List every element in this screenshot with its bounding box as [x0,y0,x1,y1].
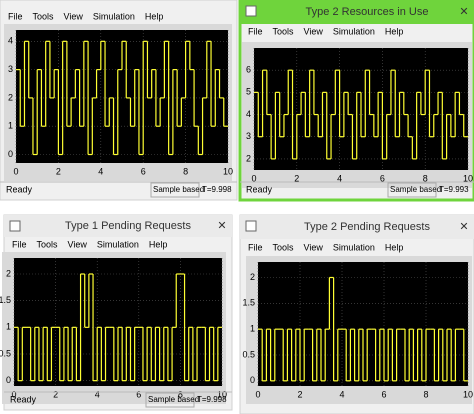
x-tick-label: 6 [380,173,385,183]
y-tick-label: 3 [8,64,13,74]
y-tick-label: 4 [8,36,13,46]
y-tick-label: 0 [6,375,11,385]
window-title: Type 2 Pending Requests [304,221,430,233]
scope-window: ✕ Type 2 Resources in Use File Tools View Sim… [238,0,474,202]
y-tick-label: 0.5 [242,349,255,359]
close-button[interactable]: ✕ [459,6,468,18]
x-tick-label: 4 [98,166,103,176]
scope-window: File Tools View Simulation Help 0 1 2 3 4 0 2 4 6 8 10 R… [0,0,238,201]
menu-item[interactable]: View [64,11,84,21]
y-tick-label: 3 [246,131,251,141]
status-mode: Sample based [148,395,199,404]
status-mode: Sample based [390,185,441,194]
x-tick-label: 4 [95,389,100,399]
signal [16,40,228,156]
y-tick-label: 5 [246,87,251,97]
y-tick-label: 2 [6,268,11,278]
menu-item[interactable]: Simulation [97,239,139,249]
window-title: Type 2 Resources in Use [306,6,429,18]
window-icon [245,5,257,17]
x-tick-label: 2 [297,389,302,399]
y-tick-label: 1 [8,121,13,131]
menu-item[interactable]: Tools [37,239,59,249]
menu-item[interactable]: File [12,239,27,249]
y-tick-label: 1.5 [242,298,255,308]
x-tick-label: 6 [136,389,141,399]
close-button[interactable]: ✕ [217,220,226,232]
x-tick-label: 10 [463,173,473,183]
title-bar [240,0,474,24]
y-tick-label: 0 [250,375,255,385]
y-tick-label: 6 [246,65,251,75]
y-tick-label: 2 [246,153,251,163]
status-time: T=9.993 [439,185,469,194]
x-tick-label: 0 [13,166,18,176]
x-tick-label: 8 [183,166,188,176]
y-tick-label: 2 [250,272,255,282]
y-tick-label: 0.5 [0,348,11,358]
x-tick-label: 6 [381,389,386,399]
x-tick-label: 2 [56,166,61,176]
x-tick-label: 0 [251,173,256,183]
scope-window: ✕ Type 1 Pending Requests File Tools View Sim… [0,214,233,411]
x-tick-label: 0 [11,389,16,399]
x-tick-label: 6 [141,166,146,176]
y-tick-label: 0 [8,149,13,159]
status-box [145,392,195,408]
status-box [387,182,437,198]
x-tick-label: 4 [339,389,344,399]
menu-item[interactable]: View [304,242,324,252]
y-tick-label: 1 [6,322,11,332]
menu-item[interactable]: File [248,242,263,252]
window-title: Type 1 Pending Requests [65,220,191,232]
x-tick-label: 4 [337,173,342,183]
x-tick-label: 10 [463,389,473,399]
x-tick-label: 0 [255,389,260,399]
y-tick-label: 4 [246,109,251,119]
menu-item[interactable]: Tools [273,242,295,252]
signal [258,276,468,382]
status-time: T=9.998 [202,185,232,194]
status-ready: Ready [6,184,33,194]
status-ready: Ready [10,394,37,404]
status-box [150,182,200,198]
menu-item[interactable]: Tools [33,11,55,21]
status-time: T=9.998 [197,395,227,404]
menu-item[interactable]: Help [385,26,404,36]
status-mode: Sample based [153,185,204,194]
menu-item[interactable]: Tools [273,26,295,36]
close-button[interactable]: ✕ [459,221,468,233]
x-tick-label: 2 [53,389,58,399]
y-tick-label: 1.5 [0,295,11,305]
y-tick-label: 1 [250,324,255,334]
signal [254,69,468,160]
title-bar [4,215,232,237]
menu-item[interactable]: File [8,11,23,21]
menu-item[interactable]: Help [385,242,404,252]
menu-item[interactable]: File [248,26,263,36]
menu-item[interactable]: View [304,26,324,36]
menu-item[interactable]: Simulation [93,11,135,21]
scope-window: ✕ Type 2 Pending Requests File Tools View Sim… [239,214,474,414]
x-tick-label: 2 [294,173,299,183]
window-icon [245,220,257,232]
menu-item[interactable]: Help [149,239,168,249]
menu-item[interactable]: Simulation [333,26,375,36]
x-tick-label: 8 [423,389,428,399]
x-tick-label: 8 [178,389,183,399]
x-tick-label: 10 [217,389,227,399]
y-tick-label: 2 [8,92,13,102]
status-ready: Ready [246,184,273,194]
x-tick-label: 10 [223,166,233,176]
menu-item[interactable]: View [68,239,88,249]
menu-item[interactable]: Simulation [333,242,375,252]
x-tick-label: 8 [423,173,428,183]
window-icon [9,220,21,232]
menu-item[interactable]: Help [145,11,164,21]
signal [14,273,222,382]
title-bar [240,215,474,239]
